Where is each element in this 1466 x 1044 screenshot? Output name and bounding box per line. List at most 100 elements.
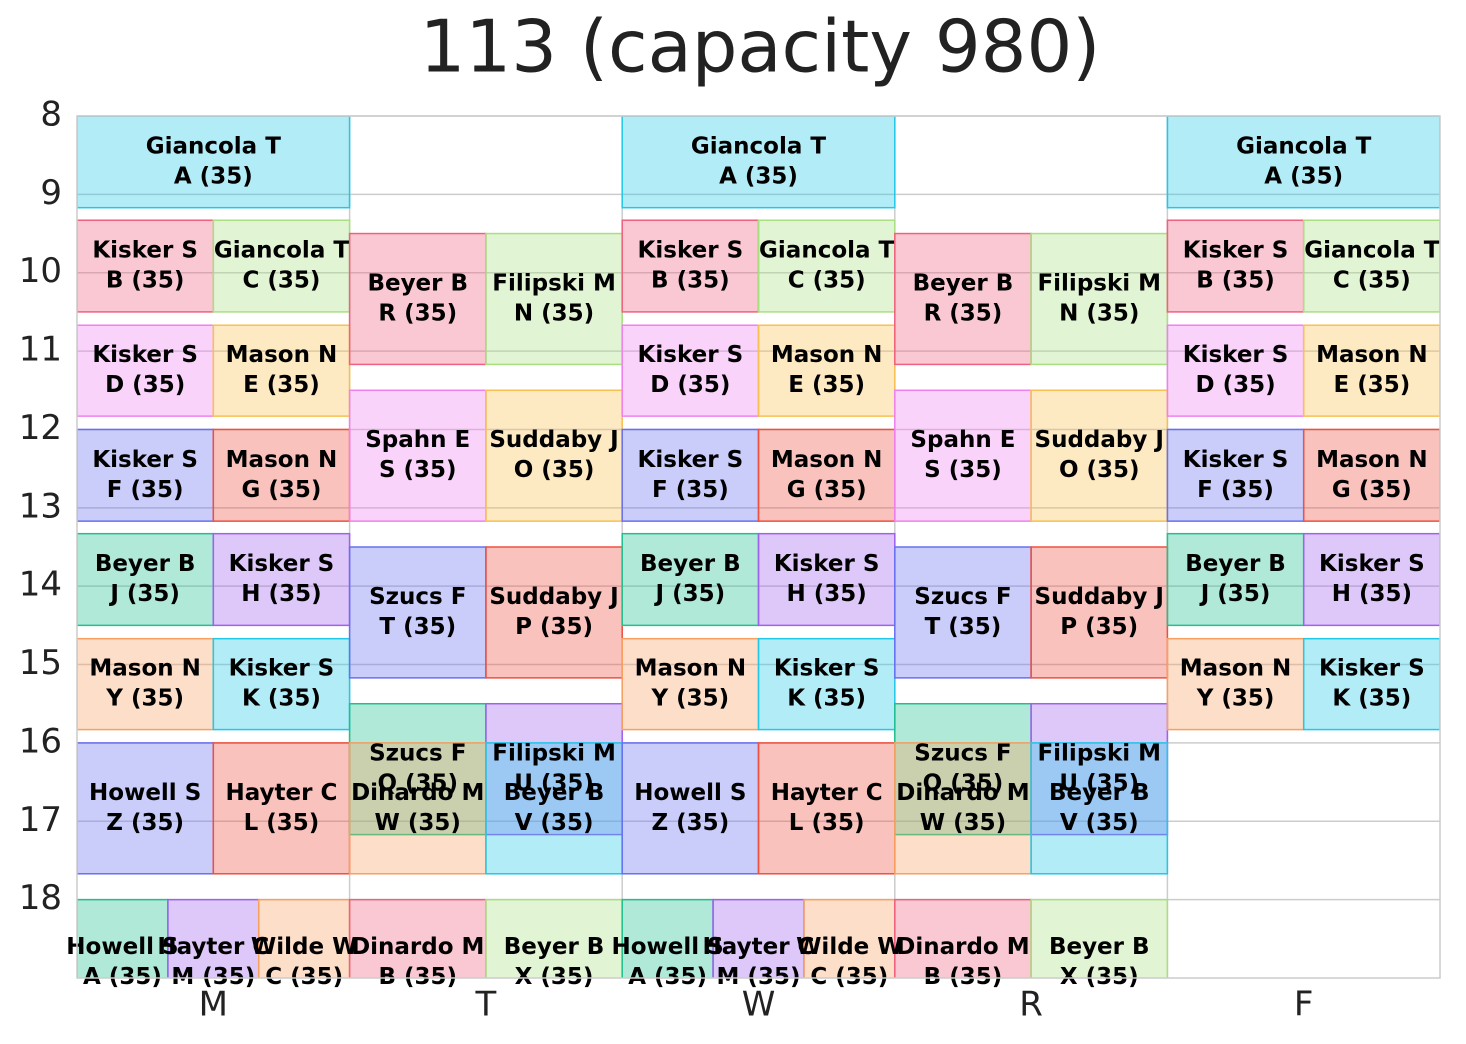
instructor-label: Howell S bbox=[634, 780, 746, 806]
class-block bbox=[485, 702, 623, 836]
section-label: K (35) bbox=[1332, 686, 1411, 712]
section-label: R (35) bbox=[378, 300, 457, 326]
instructor-label: Wilde W bbox=[796, 934, 903, 960]
instructor-label: Hayter C bbox=[157, 934, 269, 960]
section-label: U (35) bbox=[514, 771, 594, 797]
class-block bbox=[894, 702, 1032, 836]
section-label: A (35) bbox=[83, 964, 162, 990]
section-label: R (35) bbox=[924, 300, 1003, 326]
instructor-label: Beyer B bbox=[913, 270, 1014, 296]
instructor-label: Filipski M bbox=[492, 741, 616, 767]
section-label: A (35) bbox=[174, 163, 253, 189]
section-label: G (35) bbox=[787, 477, 867, 503]
section-label: H (35) bbox=[1332, 581, 1412, 607]
section-label: H (35) bbox=[787, 581, 867, 607]
instructor-label: Kisker S bbox=[229, 551, 335, 577]
section-label: F (35) bbox=[107, 477, 184, 503]
instructor-label: Giancola T bbox=[146, 133, 282, 159]
instructor-label: Suddaby J bbox=[489, 584, 618, 610]
instructor-label: Mason N bbox=[1316, 447, 1428, 473]
section-label: C (35) bbox=[810, 964, 888, 990]
y-tick-label: 10 bbox=[19, 251, 62, 291]
class-block bbox=[1166, 637, 1305, 731]
chart-title: 113 (capacity 980) bbox=[420, 5, 1101, 89]
section-label: C (35) bbox=[1333, 268, 1411, 294]
class-block bbox=[894, 546, 1032, 679]
instructor-label: Mason N bbox=[1180, 656, 1292, 682]
class-block bbox=[894, 742, 1032, 875]
y-tick-label: 16 bbox=[19, 721, 62, 761]
instructor-label: Mason N bbox=[1316, 342, 1428, 368]
class-block bbox=[757, 532, 896, 627]
instructor-label: Filipski M bbox=[1037, 270, 1161, 296]
y-tick-label: 9 bbox=[40, 173, 62, 213]
section-label: E (35) bbox=[243, 372, 320, 398]
instructor-label: Hayter C bbox=[226, 780, 338, 806]
instructor-label: Dinardo M bbox=[896, 934, 1029, 960]
class-block bbox=[621, 637, 760, 731]
class-block bbox=[77, 898, 169, 978]
class-block bbox=[77, 324, 215, 417]
class-block bbox=[348, 898, 487, 978]
class-block bbox=[485, 232, 623, 366]
instructor-label: Giancola T bbox=[214, 238, 350, 264]
class-block bbox=[212, 742, 351, 875]
instructor-label: Kisker S bbox=[229, 656, 335, 682]
instructor-label: Szucs F bbox=[369, 584, 466, 610]
instructor-label: Howell S bbox=[89, 780, 201, 806]
section-label: Q (35) bbox=[923, 771, 1004, 797]
section-label: S (35) bbox=[924, 457, 1002, 483]
section-label: T (35) bbox=[925, 614, 1002, 640]
section-label: J (35) bbox=[108, 581, 180, 607]
x-tick-label: F bbox=[1294, 985, 1314, 1025]
section-label: C (35) bbox=[242, 268, 320, 294]
section-label: D (35) bbox=[1195, 372, 1275, 398]
class-block bbox=[1302, 219, 1440, 313]
class-block bbox=[485, 742, 623, 875]
section-label: B (35) bbox=[378, 964, 457, 990]
class-block bbox=[212, 637, 351, 731]
section-label: O (35) bbox=[514, 457, 595, 483]
section-label: N (35) bbox=[1059, 300, 1139, 326]
class-block bbox=[757, 324, 896, 417]
instructor-label: Dinardo M bbox=[351, 934, 484, 960]
class-block bbox=[1302, 428, 1440, 522]
section-label: D (35) bbox=[105, 372, 185, 398]
x-tick-label: R bbox=[1019, 985, 1043, 1025]
section-label: L (35) bbox=[789, 810, 865, 836]
instructor-label: Beyer B bbox=[640, 551, 741, 577]
class-block bbox=[1030, 898, 1169, 978]
class-block bbox=[1166, 532, 1305, 627]
class-block bbox=[757, 742, 896, 875]
instructor-label: Beyer B bbox=[95, 551, 196, 577]
section-label: E (35) bbox=[1333, 372, 1410, 398]
class-block bbox=[348, 389, 487, 522]
class-block bbox=[803, 898, 896, 978]
section-label: X (35) bbox=[515, 964, 594, 990]
class-block bbox=[348, 232, 487, 366]
instructor-label: Kisker S bbox=[774, 656, 880, 682]
section-label: X (35) bbox=[1060, 964, 1139, 990]
instructor-label: Dinardo M bbox=[351, 780, 484, 806]
section-label: P (35) bbox=[1060, 614, 1138, 640]
x-tick-label: W bbox=[742, 985, 776, 1025]
class-block bbox=[77, 742, 215, 875]
section-label: K (35) bbox=[787, 686, 866, 712]
class-block bbox=[757, 219, 896, 313]
class-block bbox=[621, 324, 760, 417]
section-label: T (35) bbox=[379, 614, 456, 640]
class-block bbox=[621, 116, 896, 209]
instructor-label: Howell S bbox=[612, 934, 724, 960]
section-label: Z (35) bbox=[651, 810, 729, 836]
y-tick-label: 8 bbox=[40, 95, 62, 135]
y-tick-label: 18 bbox=[19, 878, 62, 918]
class-block bbox=[621, 428, 760, 522]
instructor-label: Suddaby J bbox=[1035, 584, 1164, 610]
plot-frame bbox=[76, 115, 1441, 979]
instructor-label: Beyer B bbox=[504, 780, 605, 806]
instructor-label: Mason N bbox=[771, 447, 883, 473]
class-block bbox=[77, 219, 215, 313]
instructor-label: Suddaby J bbox=[1035, 427, 1164, 453]
instructor-label: Kisker S bbox=[638, 447, 744, 473]
